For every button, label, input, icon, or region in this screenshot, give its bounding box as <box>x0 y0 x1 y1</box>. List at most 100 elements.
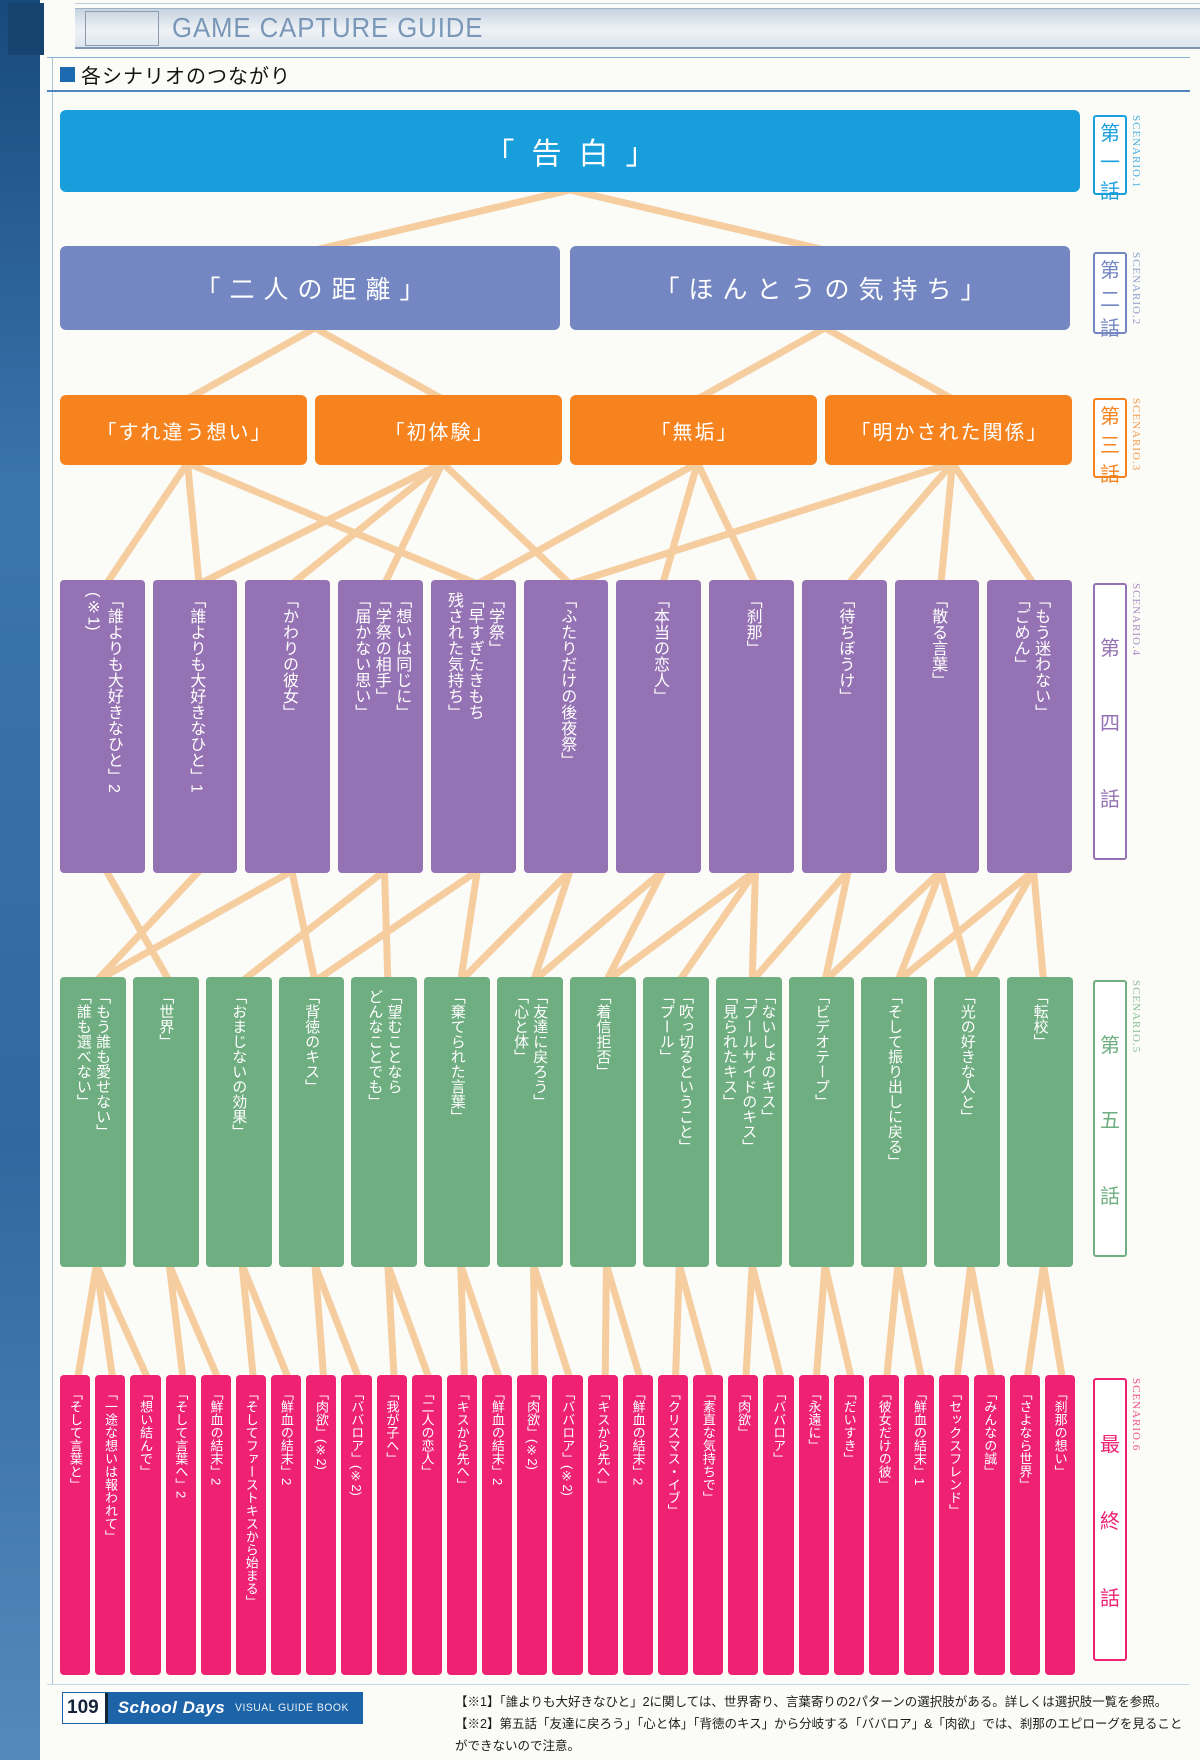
scenario-bar-label: 「もう誰も愛せない」 「誰も選べない」 <box>74 989 112 1139</box>
scenario-bar-5-12: 「そして振り出しに戻る」 <box>861 977 928 1267</box>
scenario-caption-4: SCENARIO.4 <box>1130 583 1142 657</box>
episode-label-char: 三 <box>1100 435 1120 457</box>
scenario-bar-label: 「ふたりだけの後夜祭」 <box>558 592 576 768</box>
scenario-bar-6-21: 「ババロア」 <box>763 1375 794 1675</box>
episode-label-char: 第 <box>1100 637 1120 660</box>
scenario-bar-5-10: 「ないしょのキス」 「プールサイドのキス」 「見られたキス」 <box>715 977 782 1267</box>
scenario-caption-5: SCENARIO.5 <box>1130 980 1142 1054</box>
scenario-bar-5-9: 「吹っ切るということ」 「プール」 <box>642 977 709 1267</box>
section-bullet-square <box>60 66 75 82</box>
episode-label-char: 一 <box>1100 152 1120 174</box>
scenario-bar-label: 「散る言葉」 <box>929 592 947 688</box>
scenario-bar-label: 「クリスマス・イブ」 <box>665 1387 681 1517</box>
footnotes: 【※1】「誰よりも大好きなひと」2に関しては、世界寄り、言葉寄りの2パターンの選… <box>455 1692 1185 1758</box>
scenario-bar-6-6: 「そしてファーストキスから始まる」 <box>235 1375 267 1675</box>
scenario-bar-label: 「肉欲」(※2) <box>314 1387 330 1470</box>
header-divider-line <box>47 57 1190 58</box>
scenario-bar-label: 「我が子へ」 <box>384 1387 400 1465</box>
scenario-bar-label: 「ババロア」 <box>771 1387 787 1465</box>
scenario-bar-label: 「彼女だけの彼」 <box>876 1387 892 1491</box>
footnote-1: 【※1】「誰よりも大好きなひと」2に関しては、世界寄り、言葉寄りの2パターンの選… <box>455 1695 1168 1709</box>
scenario-bar-label: 「セックスフレンド」 <box>947 1387 963 1517</box>
scenario-bar-label: 「素直な気持ちで」 <box>700 1387 716 1504</box>
scenario-caption-1: SCENARIO.1 <box>1130 115 1142 189</box>
scenario-bar-6-9: 「ババロア」(※2) <box>341 1375 372 1675</box>
scenario-bar-3-2: 「初体験」 <box>315 395 562 465</box>
scenario-bar-5-7: 「友達に戻ろう」 「心と体」 <box>497 977 563 1267</box>
scenario-bar-6-5: 「鮮血の結末」2 <box>200 1375 231 1675</box>
scenario-bar-label: 「本当の恋人」 <box>650 592 668 704</box>
scenario-bar-5-4: 「背徳のキス」 <box>278 977 345 1267</box>
scenario-bar-label: 「もう迷わない」 「ごめん」 <box>1011 592 1050 720</box>
header-thumbnail-image <box>85 11 159 46</box>
page-header-title: GAME CAPTURE GUIDE <box>172 12 484 43</box>
scenario-bar-label: 「キスから先へ」 <box>595 1387 611 1491</box>
scenario-bar-label: 「着信拒否」 <box>594 989 612 1079</box>
episode-label-char: 話 <box>1100 464 1120 486</box>
episode-label-char: 五 <box>1100 1110 1120 1132</box>
scenario-bar-label: 「想いは同じに」 「学祭の相手」 「届かない思い」 <box>352 592 411 720</box>
scenario-bar-4-6: 「ふたりだけの後夜祭」 <box>523 580 609 873</box>
scenario-bar-label: 「ババロア」(※2) <box>349 1387 365 1496</box>
episode-label-char: 話 <box>1100 181 1120 203</box>
scenario-bar-6-28: 「さよなら世界」 <box>1009 1375 1040 1675</box>
scenario-bar-label: 「おまじないの効果」 <box>230 989 248 1139</box>
scenario-bar-6-15: 「ババロア」(※2) <box>552 1375 583 1675</box>
scenario-bar-6-13: 「鮮血の結末」2 <box>482 1375 513 1675</box>
episode-label-char: 第 <box>1100 1034 1120 1057</box>
scenario-bar-label: 「刹那」 <box>743 592 761 656</box>
scenario-caption-6: SCENARIO.6 <box>1130 1378 1142 1452</box>
scenario-bar-4-2: 「誰よりも大好きなひと」1 <box>152 580 238 873</box>
scenario-bar-label: 「初体験」 <box>384 421 495 444</box>
scenario-bar-3-1: 「すれ違う想い」 <box>60 395 307 465</box>
book-title: School Days <box>117 1698 226 1717</box>
scenario-bar-label: 「だいすき」 <box>841 1387 857 1465</box>
scenario-bar-5-13: 「光の好きな人と」 <box>934 977 1001 1267</box>
episode-label-6: 最終話 <box>1093 1378 1127 1661</box>
scenario-bar-2-1: 「二人の距離」 <box>60 246 560 330</box>
page-badge: 109 School Days VISUAL GUIDE BOOK <box>62 1692 364 1724</box>
scenario-bar-6-4: 「そして言葉へ」2 <box>165 1375 196 1675</box>
episode-label-3: 第三話 <box>1093 398 1127 486</box>
scenario-bar-label: 「ほんとうの気持ち」 <box>654 276 995 304</box>
scenario-bar-6-17: 「鮮血の結末」2 <box>622 1375 653 1675</box>
scenario-bar-6-16: 「キスから先へ」 <box>587 1375 618 1675</box>
episode-label-char: 第 <box>1100 260 1120 282</box>
scenario-bar-label: 「告白」 <box>484 138 673 171</box>
scenario-bar-6-8: 「肉欲」(※2) <box>306 1375 337 1675</box>
episode-label-char: 話 <box>1100 1185 1120 1208</box>
scenario-bar-4-5: 「学祭」 「早すぎたきもち 残された気持ち」 <box>430 580 516 873</box>
scenario-bar-label: 「誰よりも大好きなひと」2 (※1) <box>84 592 122 793</box>
episode-label-1: 第一話 <box>1093 115 1127 203</box>
scenario-bar-label: 「かわりの彼女」 <box>280 592 298 720</box>
footnote-2: 【※2】第五話「友達に戻ろう」「心と体」「背徳のキス」から分岐する「ババロア」&… <box>455 1716 1183 1753</box>
scenario-bar-label: 「鮮血の結末」2 <box>208 1387 224 1486</box>
scenario-bar-4-3: 「かわりの彼女」 <box>245 580 331 873</box>
scenario-bar-4-10: 「散る言葉」 <box>894 580 980 873</box>
scenario-bar-label: 「吹っ切るということ」 「プール」 <box>657 989 694 1154</box>
scenario-bar-label: 「一途な想いは報われて」 <box>103 1387 118 1543</box>
bottom-border-line <box>47 1684 1190 1685</box>
scenario-bar-6-1: 「そして言葉と」 <box>60 1375 91 1675</box>
episode-label-char: 第 <box>1100 406 1120 428</box>
scenario-bar-4-1: 「誰よりも大好きなひと」2 (※1) <box>60 580 145 873</box>
scenario-bar-label: 「さよなら世界」 <box>1017 1387 1033 1491</box>
scenario-bar-label: 「鮮血の結末」2 <box>630 1387 646 1486</box>
section-title-row: 各シナリオのつながり <box>60 62 291 88</box>
episode-label-char: 話 <box>1100 318 1120 340</box>
scenario-bar-6-22: 「永遠に」 <box>798 1375 829 1675</box>
scenario-bar-label: 「誰よりも大好きなひと」1 <box>187 592 205 793</box>
scenario-bar-label: 「キスから先へ」 <box>454 1387 470 1491</box>
scenario-bar-label: 「肉欲」(※2) <box>525 1387 541 1470</box>
episode-label-char: 最 <box>1100 1434 1120 1456</box>
scenario-bar-1-1: 「告白」 <box>60 110 1080 192</box>
scenario-bar-6-23: 「だいすき」 <box>833 1375 864 1675</box>
scenario-bar-3-3: 「無垢」 <box>570 395 817 465</box>
scenario-bar-6-10: 「我が子へ」 <box>376 1375 407 1675</box>
scenario-bar-6-12: 「キスから先へ」 <box>446 1375 478 1675</box>
scenario-bar-5-3: 「おまじないの効果」 <box>205 977 272 1267</box>
scenario-bar-label: 「友達に戻ろう」 「心と体」 <box>512 989 549 1109</box>
scenario-bar-6-7: 「鮮血の結末」2 <box>271 1375 302 1675</box>
episode-label-2: 第二話 <box>1093 252 1127 340</box>
scenario-bar-6-11: 「二人の恋人」 <box>411 1375 442 1675</box>
